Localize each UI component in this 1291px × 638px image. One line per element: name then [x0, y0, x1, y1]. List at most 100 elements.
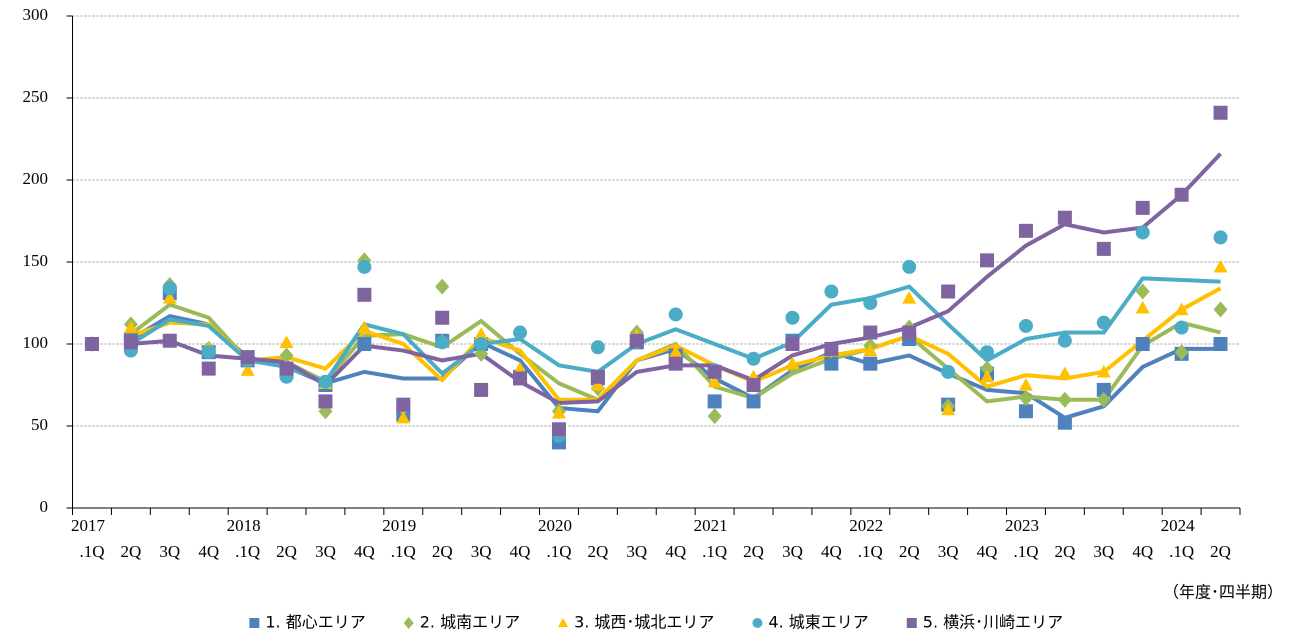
x-tick-label-line: .1Q [391, 542, 416, 561]
x-tick-label: 2020 .1Q [538, 516, 572, 561]
marker [1018, 404, 1033, 419]
marker [902, 291, 917, 304]
marker [785, 337, 800, 351]
x-tick-label: 2024 .1Q [1161, 516, 1196, 561]
y-tick-label: 100 [23, 333, 49, 352]
marker [1018, 378, 1033, 391]
x-tick-label: 3Q [315, 542, 336, 561]
marker [863, 325, 878, 340]
y-tick-label: 250 [23, 87, 49, 106]
marker [513, 325, 528, 340]
marker [201, 361, 216, 376]
marker [240, 363, 255, 376]
marker [435, 335, 450, 350]
marker [980, 345, 995, 360]
marker [980, 253, 995, 268]
marker [1096, 241, 1111, 256]
marker [941, 402, 956, 416]
marker [396, 410, 411, 424]
marker [863, 296, 878, 310]
x-tick-label-line: 2021 [694, 516, 728, 535]
x-tick-label: 4Q [510, 542, 531, 561]
marker [162, 333, 177, 348]
legend-marker [558, 618, 569, 627]
x-tick-label: 4Q [1132, 542, 1153, 561]
x-tick-label-line: 2019 [382, 516, 416, 535]
marker [357, 337, 372, 351]
x-tick-label: 2Q [1054, 542, 1075, 561]
marker [279, 347, 294, 364]
marker [123, 320, 138, 334]
x-tick-label: 2Q [120, 542, 141, 561]
marker [824, 356, 839, 371]
marker [590, 340, 605, 355]
marker [1135, 225, 1150, 240]
x-tick-label-line: .1Q [702, 542, 727, 561]
x-tick-label: 2023 .1Q [1005, 516, 1039, 561]
marker [318, 394, 333, 409]
marker [902, 259, 917, 274]
x-tick-label-line: .1Q [546, 542, 571, 561]
marker [629, 333, 644, 348]
marker [590, 369, 605, 384]
x-tick-label: 2Q [1210, 542, 1231, 561]
marker [513, 371, 528, 386]
marker [941, 364, 956, 379]
x-tick-label-line: 2020 [538, 516, 572, 535]
x-tick-label: 2017 .1Q [71, 516, 106, 561]
marker [1096, 382, 1111, 397]
legend-label: 4. 城東エリア [768, 613, 868, 632]
marker [1057, 366, 1072, 380]
x-tick-label: 2Q [743, 542, 764, 561]
marker [863, 343, 878, 357]
x-tick-label: 4Q [977, 542, 998, 561]
x-tick-label-line: 2017 [71, 516, 106, 535]
x-tick-label: 2Q [587, 542, 608, 561]
legend-marker [752, 618, 763, 628]
marker [668, 356, 683, 371]
marker [123, 335, 138, 350]
marker [357, 320, 372, 334]
x-tick-label-line: 2024 [1161, 516, 1196, 535]
x-tick-label-line: 2023 [1005, 516, 1039, 535]
marker [1057, 415, 1072, 430]
marker [863, 356, 878, 371]
marker [279, 361, 294, 376]
marker [746, 394, 761, 409]
marker [668, 307, 683, 322]
marker [1135, 200, 1150, 215]
x-tick-label: 4Q [198, 542, 219, 561]
marker [668, 345, 683, 358]
legend-label: 2. 城南エリア [420, 613, 520, 632]
x-tick-label: 4Q [665, 542, 686, 561]
marker [1174, 187, 1189, 202]
legend-marker [249, 618, 260, 628]
marker [746, 351, 761, 366]
marker [1018, 318, 1033, 333]
x-tick-label: 3Q [782, 542, 803, 561]
x-tick-label-line: .1Q [1169, 542, 1194, 561]
marker [707, 364, 722, 379]
marker [707, 374, 722, 388]
marker [980, 369, 995, 383]
marker [474, 337, 489, 351]
marker [941, 284, 956, 299]
x-tick-label: 2018 .1Q [227, 516, 261, 561]
x-tick-label: 2022 .1Q [849, 516, 883, 561]
legend: 1. 都心エリア 2. 城南エリア 3. 城西･城北エリア 4. 城東エリア 5. 横浜… [249, 613, 1063, 632]
marker [1135, 283, 1150, 300]
x-tick-label-line: .1Q [235, 542, 260, 561]
marker [1174, 302, 1189, 316]
marker [513, 361, 528, 375]
marker [551, 405, 566, 419]
marker [1213, 105, 1228, 120]
marker [1174, 320, 1189, 335]
marker [435, 310, 450, 325]
marker [396, 397, 411, 412]
y-tick-label: 50 [31, 415, 48, 434]
marker [1213, 259, 1228, 273]
x-tick-label: 3Q [626, 542, 647, 561]
marker [1096, 315, 1111, 330]
marker [1018, 223, 1033, 238]
